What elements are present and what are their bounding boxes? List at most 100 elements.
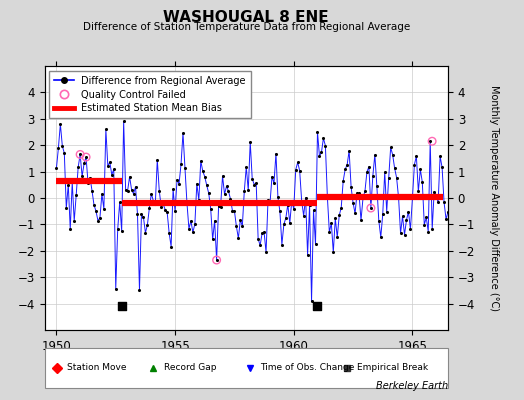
Point — [216, 204, 225, 210]
Point — [179, 130, 187, 136]
Point — [80, 160, 88, 167]
Point — [258, 230, 266, 236]
Point — [438, 164, 446, 171]
Point — [84, 180, 92, 186]
Point — [76, 151, 84, 158]
Point — [76, 151, 84, 158]
Point — [107, 172, 116, 178]
Point — [114, 226, 122, 232]
Point — [331, 215, 340, 222]
Point — [432, 192, 440, 198]
Point — [392, 174, 401, 181]
Point — [183, 200, 191, 206]
Point — [62, 205, 71, 212]
Point — [434, 199, 442, 206]
Point — [72, 192, 80, 198]
Point — [153, 156, 161, 163]
Point — [402, 217, 411, 223]
Point — [405, 208, 413, 215]
Text: Time of Obs. Change: Time of Obs. Change — [260, 364, 355, 372]
Point — [165, 230, 173, 236]
Point — [70, 218, 79, 224]
Point — [383, 208, 391, 215]
Legend: Difference from Regional Average, Quality Control Failed, Estimated Station Mean: Difference from Regional Average, Qualit… — [49, 71, 251, 118]
Point — [219, 173, 227, 179]
Point — [268, 173, 276, 180]
Point — [145, 205, 154, 211]
Point — [143, 222, 151, 228]
Point — [122, 187, 130, 193]
Point — [175, 180, 183, 187]
Point — [242, 164, 250, 170]
Point — [426, 138, 434, 144]
Point — [135, 287, 144, 294]
Point — [193, 180, 201, 187]
Point — [149, 198, 158, 204]
Point — [266, 200, 274, 206]
Point — [428, 138, 436, 144]
Point — [406, 226, 414, 232]
Point — [212, 257, 221, 263]
Text: Station Move: Station Move — [67, 364, 126, 372]
Point — [224, 188, 233, 194]
Point — [385, 175, 393, 181]
Text: Record Gap: Record Gap — [163, 364, 216, 372]
Point — [291, 166, 300, 173]
Point — [220, 191, 228, 197]
Point — [161, 207, 169, 213]
Point — [203, 182, 211, 188]
Point — [351, 210, 359, 216]
Point — [339, 178, 347, 184]
Point — [408, 195, 417, 202]
Point — [422, 214, 430, 221]
Point — [290, 206, 298, 212]
Point — [329, 249, 337, 256]
Point — [117, 228, 126, 234]
Point — [325, 229, 334, 235]
Point — [303, 252, 312, 258]
Point — [102, 126, 110, 132]
Point — [353, 190, 361, 196]
Point — [204, 190, 213, 196]
Point — [97, 191, 106, 197]
Point — [106, 159, 114, 165]
Point — [194, 197, 203, 203]
Point — [82, 154, 90, 160]
Point — [323, 194, 332, 200]
Point — [254, 236, 263, 242]
Point — [276, 208, 284, 215]
Point — [420, 222, 429, 228]
Point — [167, 244, 176, 250]
Point — [54, 145, 62, 151]
Point — [286, 220, 294, 226]
Text: Empirical Break: Empirical Break — [357, 364, 428, 372]
Point — [137, 211, 146, 218]
Point — [299, 212, 308, 219]
Point — [387, 144, 395, 151]
Point — [250, 181, 258, 188]
Point — [313, 129, 322, 135]
Point — [442, 216, 450, 222]
Text: Berkeley Earth: Berkeley Earth — [376, 381, 448, 391]
Text: Difference of Station Temperature Data from Regional Average: Difference of Station Temperature Data f… — [83, 22, 410, 32]
Point — [214, 203, 223, 209]
Point — [308, 298, 316, 304]
Point — [110, 166, 118, 172]
Point — [296, 168, 304, 174]
Point — [58, 143, 67, 149]
Point — [119, 118, 128, 125]
Point — [155, 187, 163, 194]
Point — [309, 207, 318, 214]
Point — [199, 168, 207, 174]
Point — [209, 236, 217, 243]
Point — [298, 198, 306, 204]
Point — [151, 201, 159, 207]
Point — [357, 217, 365, 224]
Point — [359, 195, 367, 202]
Point — [86, 174, 94, 181]
Point — [169, 186, 177, 192]
Point — [436, 153, 444, 159]
Point — [230, 208, 238, 214]
Point — [171, 208, 179, 214]
Point — [139, 214, 148, 220]
